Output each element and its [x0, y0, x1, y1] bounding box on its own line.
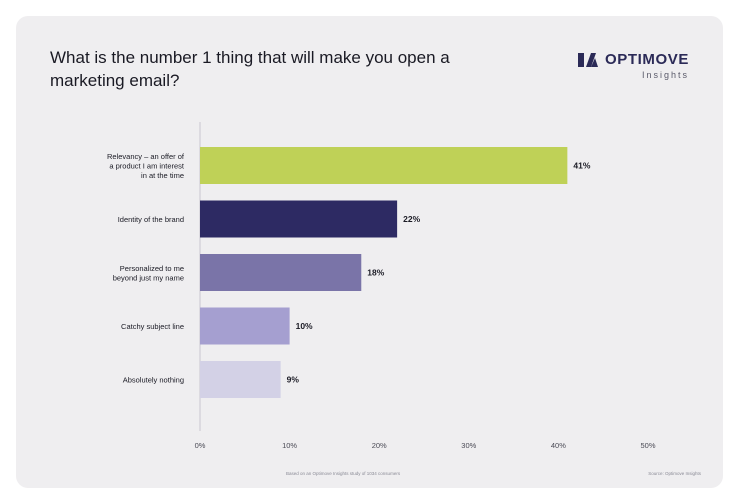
bar-value-label-4: 9%: [287, 375, 300, 385]
x-tick-label-5: 50%: [640, 441, 655, 450]
x-tick-label-2: 20%: [372, 441, 387, 450]
bar-value-label-1: 22%: [403, 214, 420, 224]
bar-2: [200, 254, 362, 291]
bar-1: [200, 200, 398, 238]
bar-value-label-0: 41%: [573, 161, 590, 171]
source-note: Source: Optimove Insights: [648, 471, 701, 476]
bar-value-label-3: 10%: [296, 321, 313, 331]
bar-4: [200, 361, 281, 398]
optimove-logo-icon: [578, 52, 599, 67]
bar-0: [200, 147, 568, 184]
brand-subtitle: Insights: [641, 70, 689, 80]
chart-card: What is the number 1 thing that will mak…: [16, 16, 723, 488]
study-note: Based on an Optimove Insights study of 1…: [286, 471, 401, 476]
category-label-4: Absolutely nothing: [123, 376, 184, 385]
x-tick-label-3: 30%: [461, 441, 476, 450]
brand-name: OPTIMOVE: [605, 51, 689, 68]
bar-chart: 41% Relevancy – an offer of a product I am…: [107, 122, 656, 450]
category-label-3: Catchy subject line: [121, 322, 184, 331]
x-tick-label-0: 0%: [195, 441, 206, 450]
category-label-1: Identity of the brand: [118, 215, 184, 224]
bar-value-label-2: 18%: [367, 268, 384, 278]
bar-3: [200, 307, 290, 345]
brand-logo: OPTIMOVE Insights: [578, 51, 689, 80]
x-tick-label-4: 40%: [551, 441, 566, 450]
x-tick-label-1: 10%: [282, 441, 297, 450]
chart-title: What is the number 1 thing that will mak…: [50, 48, 450, 90]
category-label-2: Personalized to me beyond just my name: [113, 264, 184, 283]
category-label-0: Relevancy – an offer of a product I am in…: [107, 152, 185, 180]
